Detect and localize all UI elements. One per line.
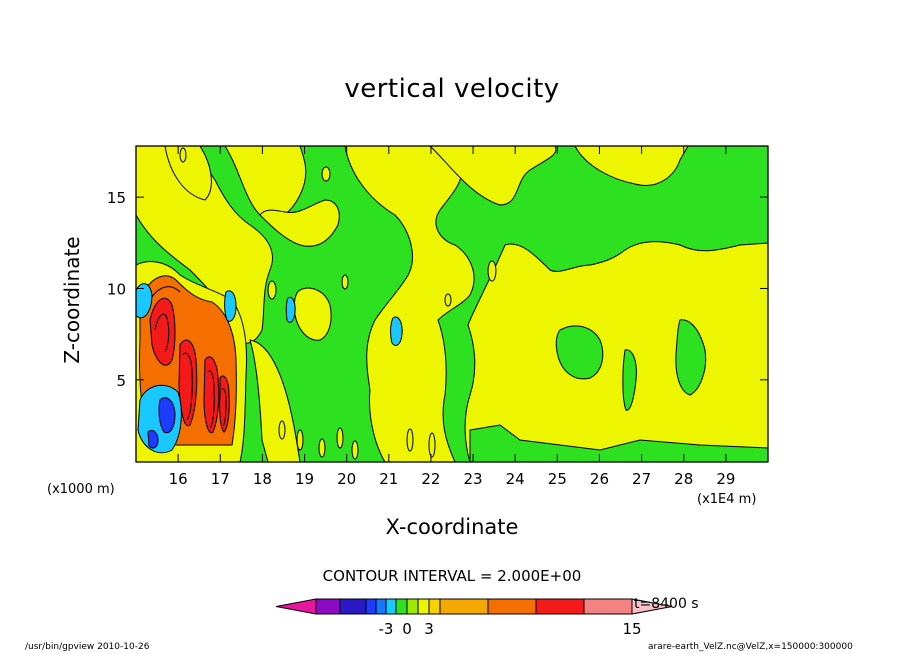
colorbar-swatch bbox=[339, 598, 367, 615]
colorbar-swatch bbox=[487, 598, 537, 615]
x-axis-multiplier: (x1000 m) bbox=[47, 482, 115, 497]
contour-interval-label: CONTOUR INTERVAL = 2.000E+00 bbox=[322, 567, 582, 585]
x-tick-label: 16 bbox=[169, 470, 188, 488]
time-label: t=8400 s bbox=[634, 596, 699, 612]
x-tick-label: 29 bbox=[716, 470, 735, 488]
small-yellow-patches bbox=[179, 147, 497, 460]
colorbar-swatch bbox=[315, 598, 341, 615]
colorbar-swatch bbox=[395, 598, 408, 615]
x-tick-label: 24 bbox=[506, 470, 525, 488]
green-region bbox=[622, 349, 637, 411]
y-axis-multiplier: (x1E4 m) bbox=[697, 492, 757, 507]
cyan-region bbox=[136, 283, 153, 319]
yellow-region bbox=[344, 146, 475, 462]
x-axis-label: X-coordinate bbox=[385, 515, 519, 539]
y-tick-label: 15 bbox=[107, 189, 126, 207]
colorbar: -3 0 3 15 bbox=[275, 598, 673, 638]
x-tick-label: 28 bbox=[674, 470, 693, 488]
x-tick-label: 18 bbox=[253, 470, 272, 488]
colorbar-tick-label: 15 bbox=[622, 620, 641, 638]
ticks: 16 17 18 19 20 21 22 23 24 25 26 27 28 29 5 10 15 bbox=[107, 146, 768, 488]
yellow-region bbox=[164, 146, 212, 201]
x-tick-label: 19 bbox=[295, 470, 314, 488]
yellow-region bbox=[429, 146, 557, 206]
y-axis-label: Z-coordinate bbox=[60, 236, 84, 364]
colorbar-swatch bbox=[439, 598, 489, 615]
blue-region bbox=[158, 397, 176, 434]
footer-left: /usr/bin/gpview 2010-10-26 bbox=[25, 642, 150, 652]
x-tick-label: 25 bbox=[548, 470, 567, 488]
x-tick-label: 22 bbox=[421, 470, 440, 488]
yellow-region bbox=[259, 199, 340, 247]
colorbar-swatch bbox=[365, 598, 377, 615]
x-tick-label: 23 bbox=[464, 470, 483, 488]
red-region bbox=[149, 297, 176, 366]
colorbar-tick-label: 0 bbox=[402, 620, 412, 638]
colorbar-swatch bbox=[535, 598, 585, 615]
y-tick-label: 5 bbox=[116, 372, 126, 390]
x-tick-label: 21 bbox=[379, 470, 398, 488]
cyan-region bbox=[285, 296, 296, 323]
x-tick-label: 17 bbox=[211, 470, 230, 488]
colorbar-swatch bbox=[583, 598, 633, 615]
colorbar-swatch bbox=[385, 598, 397, 615]
x-tick-label: 20 bbox=[337, 470, 356, 488]
plot-frame bbox=[135, 145, 769, 463]
green-region bbox=[469, 424, 768, 462]
cyan-region bbox=[224, 290, 237, 322]
yellow-region bbox=[574, 146, 689, 186]
cyan-region bbox=[390, 316, 403, 346]
chart-title: vertical velocity bbox=[344, 74, 560, 104]
green-region bbox=[675, 319, 707, 396]
colorbar-swatch bbox=[417, 598, 430, 615]
y-tick-label: 10 bbox=[107, 280, 126, 298]
colorbar-end-low bbox=[275, 598, 317, 615]
colorbar-swatch bbox=[428, 598, 441, 615]
plot-area bbox=[136, 146, 768, 462]
red-region bbox=[203, 356, 220, 434]
yellow-region bbox=[249, 339, 301, 462]
colorbar-end-high bbox=[631, 598, 673, 615]
x-tick-label: 27 bbox=[632, 470, 651, 488]
colorbar-swatch bbox=[406, 598, 419, 615]
yellow-region bbox=[136, 146, 273, 344]
colorbar-swatch bbox=[375, 598, 387, 615]
blue-region bbox=[147, 429, 159, 449]
colorbar-tick-label: -3 bbox=[379, 620, 394, 638]
colorbar-tick-label: 3 bbox=[424, 620, 434, 638]
green-region bbox=[555, 325, 604, 380]
footer-right: arare-earth_VelZ.nc@VelZ,x=150000:300000 bbox=[648, 642, 853, 652]
yellow-region bbox=[464, 241, 768, 462]
x-tick-label: 26 bbox=[590, 470, 609, 488]
